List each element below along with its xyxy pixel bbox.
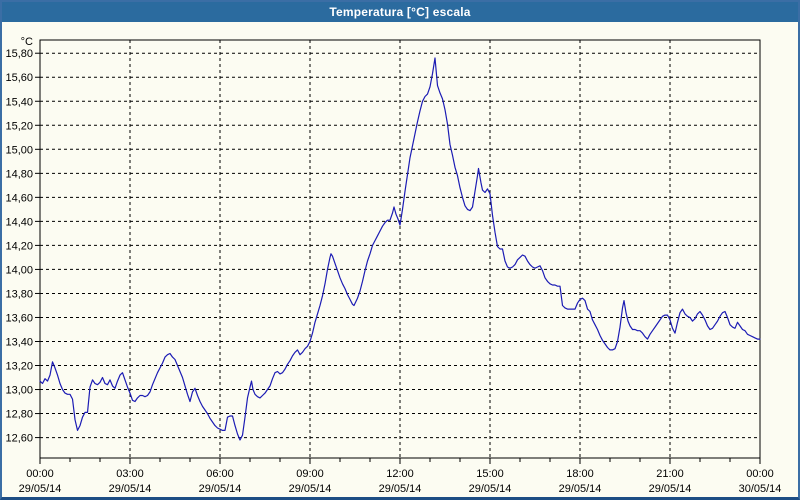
chart-canvas[interactable]: 15,80 15,60 15,40 15,20 15,00 14,80 14,60 14,40…: [2, 22, 798, 497]
x-tick-date: 30/05/14: [739, 483, 782, 495]
y-tick-label: 14,40: [5, 216, 33, 228]
y-tick-label: 13,20: [5, 361, 33, 373]
y-tick-label: 12,60: [5, 433, 33, 445]
y-tick-label: 14,60: [5, 192, 33, 204]
x-tick-time: 12:00: [386, 468, 414, 480]
y-tick-label: 15,20: [5, 120, 33, 132]
x-tick-time: 18:00: [566, 468, 594, 480]
y-tick-label: 14,80: [5, 168, 33, 180]
x-tick-date: 29/05/14: [199, 483, 242, 495]
y-tick-label: 15,40: [5, 96, 33, 108]
x-tick-time: 00:00: [746, 468, 774, 480]
window-title: Temperatura [°C] escala: [329, 5, 471, 19]
y-tick-label: 15,00: [5, 144, 33, 156]
y-tick-label: 13,00: [5, 385, 33, 397]
y-axis-unit-label: °C: [21, 36, 33, 48]
vertical-gridlines: [129, 40, 671, 458]
x-tick-date: 29/05/14: [649, 483, 692, 495]
x-tick-time: 06:00: [206, 468, 234, 480]
x-tick-date: 29/05/14: [559, 483, 602, 495]
y-tick-label: 13,40: [5, 336, 33, 348]
y-tick-label: 13,60: [5, 312, 33, 324]
y-tick-label: 15,60: [5, 72, 33, 84]
y-tick-label: 12,80: [5, 409, 33, 421]
x-tick-date: 29/05/14: [379, 483, 422, 495]
x-tick-time: 15:00: [476, 468, 504, 480]
y-tick-label: 15,80: [5, 48, 33, 60]
x-tick-time: 03:00: [116, 468, 144, 480]
x-tick-date: 29/05/14: [289, 483, 332, 495]
y-tick-label: 14,20: [5, 240, 33, 252]
x-tick-time: 09:00: [296, 468, 324, 480]
y-tick-label: 13,80: [5, 288, 33, 300]
x-tick-date: 29/05/14: [469, 483, 512, 495]
window-titlebar[interactable]: Temperatura [°C] escala: [2, 2, 798, 22]
y-axis: 15,80 15,60 15,40 15,20 15,00 14,80 14,60 14,40…: [5, 36, 40, 445]
x-tick-date: 29/05/14: [19, 483, 62, 495]
x-tick-time: 21:00: [656, 468, 684, 480]
y-tick-label: 14,00: [5, 264, 33, 276]
x-axis-ticks: [39, 458, 761, 464]
x-tick-date: 29/05/14: [109, 483, 152, 495]
x-axis-labels: 00:00 29/05/14 03:00 29/05/14 06:00 29/05/14 0…: [19, 468, 782, 495]
x-tick-time: 00:00: [26, 468, 54, 480]
temperature-chart: 15,80 15,60 15,40 15,20 15,00 14,80 14,60 14,40…: [5, 36, 782, 495]
series-line-temperatura: [39, 57, 761, 441]
